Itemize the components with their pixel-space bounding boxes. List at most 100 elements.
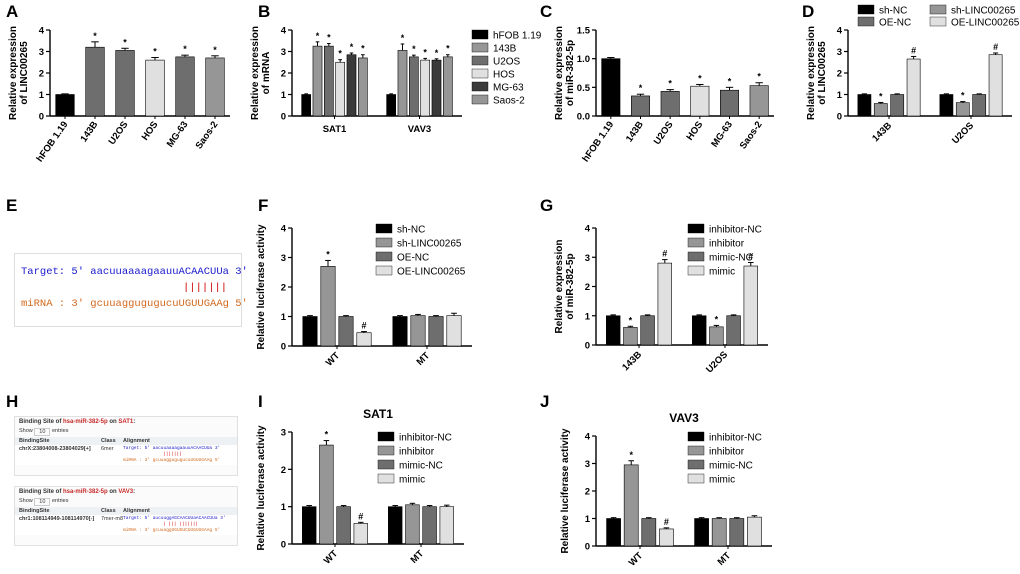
chart-a-y-tick-label: 3: [39, 47, 44, 58]
chart-d-y-tick-label: 0: [837, 112, 842, 123]
chart-b-significance-mark: *: [401, 33, 405, 43]
chart-b-legend-swatch: [471, 29, 489, 40]
panel-label-c: C: [540, 2, 553, 21]
chart-j-y-tick-label: 0: [585, 542, 590, 553]
chart-a-x-tick-label: 143B: [78, 119, 100, 144]
chart-f-significance-mark: *: [326, 249, 330, 259]
chart-b-bar: [431, 59, 442, 117]
panel-label-j: J: [540, 392, 550, 411]
chart-i-y-tick-label: 2: [281, 465, 286, 476]
vav3-screenshot-title: Binding Site of hsa-miR-382-5p on VAV3:: [19, 489, 136, 495]
chart-j-bar: [606, 518, 621, 547]
chart-g-legend-swatch: [687, 223, 705, 234]
chart-f-y-tick-label: 0: [281, 342, 286, 353]
chart-i-significance-mark: *: [325, 430, 329, 440]
chart-b-bar: [335, 61, 345, 117]
chart-g-legend-label: inhibitor-NC: [709, 225, 762, 236]
chart-i-legend-swatch: [377, 459, 395, 470]
chart-b-y-tick-label: 2: [281, 69, 286, 80]
chart-d-bar: [988, 54, 1003, 117]
sat1-screenshot-title: Binding Site of hsa-miR-382-5p on SAT1:: [19, 419, 136, 425]
chart-d-bar: [890, 94, 905, 117]
chart-g-legend-swatch: [687, 265, 705, 276]
chart-f-x-tick-label: MT: [415, 350, 433, 368]
chart-f-legend-label: sh-NC: [397, 225, 425, 236]
chart-i-bar: [405, 504, 420, 545]
chart-j-bar: [747, 516, 762, 547]
chart-d-bar: [939, 94, 954, 117]
chart-g-bar: [692, 315, 707, 346]
chart-c-y-axis-label: of miR-382-5p: [565, 40, 576, 106]
chart-b-significance-mark: *: [327, 33, 331, 43]
chart-b-bar: [386, 94, 396, 117]
chart-a-y-tick-label: 0: [39, 112, 44, 123]
chart-i-legend-label: inhibitor-NC: [399, 433, 452, 444]
chart-j-legend-label: inhibitor: [709, 447, 745, 458]
chart-f-bar: [302, 316, 318, 347]
chart-c-x-tick-label: HOS: [684, 119, 705, 142]
chart-b-y-axis-label: of mRNA: [261, 52, 272, 95]
chart-j-x-tick-label: WT: [627, 550, 645, 568]
chart-i-y-tick-label: 3: [281, 428, 286, 439]
chart-i-legend-swatch: [377, 445, 395, 456]
chart-g-legend-label: mimic: [709, 267, 735, 278]
chart-a-x-tick-label: MG-63: [165, 119, 191, 149]
chart-g-significance-mark: #: [662, 249, 667, 259]
chart-f-y-axis-label: Relative luciferase activity: [256, 224, 267, 350]
chart-g-legend-label: inhibitor: [709, 239, 745, 250]
chart-b-significance-mark: *: [446, 44, 450, 54]
chart-c-significance-mark: *: [698, 73, 702, 83]
chart-c-bar: [690, 85, 710, 117]
chart-i-y-tick-label: 1: [281, 502, 287, 513]
chart-a-x-tick-label: hFOB 1.19: [34, 119, 70, 164]
chart-d-significance-mark: #: [911, 45, 916, 55]
chart-g-significance-mark: #: [748, 252, 753, 262]
chart-i-x-tick-label: MT: [409, 548, 427, 566]
chart-g-bar: [606, 315, 621, 346]
chart-i-bar: [302, 506, 317, 545]
chart-c-significance-mark: *: [668, 79, 672, 89]
pairing-lines: |||||||: [183, 282, 228, 294]
chart-b-legend-label: hFOB 1.19: [493, 31, 542, 42]
chart-f-bar: [338, 316, 354, 347]
chart-b-bar: [442, 56, 453, 117]
chart-b-legend-label: HOS: [493, 70, 515, 81]
chart-a-bar: [205, 57, 225, 117]
chart-j-bar: [641, 518, 657, 547]
chart-j-x-tick-label: MT: [716, 550, 734, 568]
chart-b-legend-label: MG-63: [493, 83, 524, 94]
chart-i-bar: [353, 523, 368, 545]
chart-c-y-tick-label: 0.5: [577, 83, 591, 94]
chart-j-legend-label: inhibitor-NC: [709, 433, 762, 444]
chart-b-significance-mark: *: [350, 42, 354, 52]
chart-f-y-tick-label: 4: [281, 224, 287, 235]
chart-d-legend-label: sh-LINC00265: [951, 6, 1016, 17]
chart-j-bar: [729, 518, 745, 547]
chart-a-significance-mark: *: [213, 45, 217, 55]
chart-g-bar: [657, 262, 672, 346]
chart-d-bar: [955, 102, 970, 117]
chart-f-y-tick-label: 3: [281, 253, 286, 264]
chart-b-bar: [397, 50, 408, 117]
chart-d-y-tick-label: 2: [837, 69, 842, 80]
chart-b-legend-swatch: [471, 81, 489, 92]
chart-f-legend-swatch: [375, 251, 393, 262]
chart-c-y-tick-label: 1.0: [577, 54, 590, 65]
sat1-show-entries: Show 10 entries: [19, 428, 69, 436]
chart-j-y-tick-label: 4: [585, 432, 591, 443]
chart-g-x-tick-label: 143B: [620, 349, 644, 373]
chart-c-significance-mark: *: [757, 72, 761, 82]
chart-f-legend-label: OE-NC: [397, 253, 429, 264]
sat1-table-header: BindingSite Class Alignment: [15, 437, 237, 445]
chart-c-x-tick-label: MG-63: [709, 119, 735, 149]
panel-label-b: B: [258, 2, 271, 21]
chart-i-y-axis-label: Relative luciferase activity: [256, 425, 267, 551]
chart-d-significance-mark: #: [993, 42, 998, 52]
panel-label-e: E: [6, 196, 18, 215]
chart-f-legend-swatch: [375, 237, 393, 248]
chart-d-y-axis-label: of LINC00265: [817, 41, 828, 105]
chart-a-significance-mark: *: [153, 47, 157, 57]
chart-i-bar: [336, 506, 351, 545]
chart-j-significance-mark: #: [664, 517, 669, 527]
